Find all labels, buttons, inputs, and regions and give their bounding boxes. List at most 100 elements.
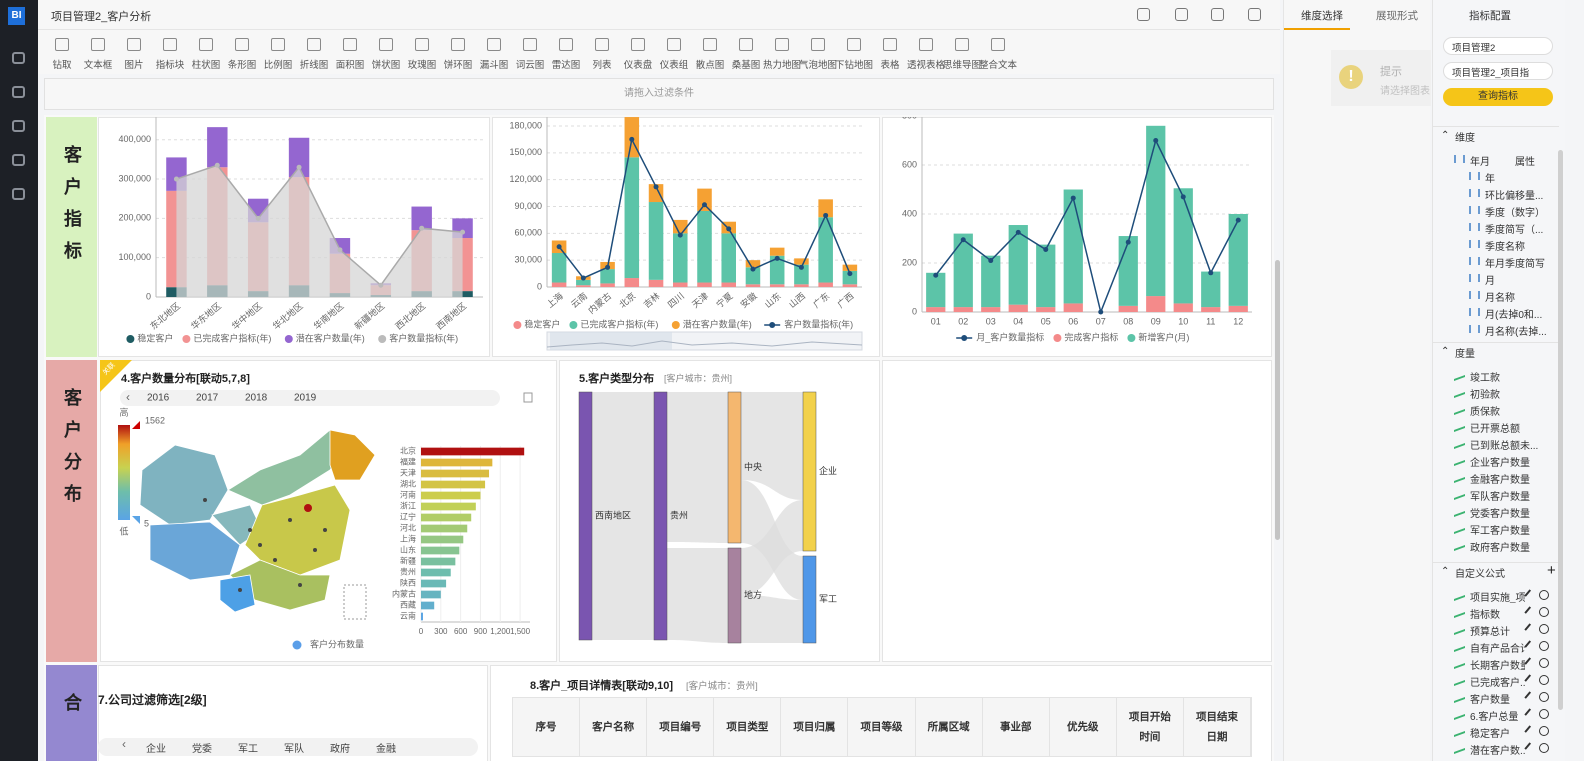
filter-tab[interactable]: 金融 [376,744,396,755]
toolbar-item[interactable]: 词云图 [512,36,548,72]
nav-icon[interactable] [12,86,25,98]
field-item[interactable]: 项目实施_项... [1470,593,1525,603]
field-item[interactable]: 已完成客户... [1470,678,1525,688]
delete-icon[interactable] [1539,675,1549,685]
field-item[interactable]: 年月 [1470,157,1490,167]
toolbar-item[interactable]: 透视表格 [907,36,945,72]
toolbar-item[interactable]: 思维导图 [943,36,981,72]
delete-icon[interactable] [1539,743,1549,753]
field-item[interactable]: 自有产品合计 [1470,644,1525,654]
toolbar-item[interactable]: 气泡地图 [799,36,837,72]
filter-tab[interactable]: 企业 [146,744,166,755]
filter-tab[interactable]: 政府 [330,744,350,755]
toolbar-item[interactable]: 面积图 [332,36,368,72]
field-item[interactable]: 竣工款 [1470,373,1500,383]
edit-icon[interactable] [1524,725,1536,737]
toolbar-item[interactable]: 整合文本 [979,36,1017,72]
edit-icon[interactable] [1524,606,1536,618]
field-item[interactable]: 预算总计 [1470,627,1510,637]
delete-icon[interactable] [1539,607,1549,617]
delete-icon[interactable] [1539,641,1549,651]
toolbar-item[interactable]: 文本框 [80,36,116,72]
toolbar-item[interactable]: 列表 [584,36,620,72]
field-item[interactable]: 军工客户数量 [1470,526,1530,536]
field-item[interactable]: 月名称(去掉... [1485,327,1547,337]
delete-icon[interactable] [1539,624,1549,634]
edit-icon[interactable] [1524,742,1536,754]
toolbar-item[interactable]: 饼状图 [368,36,404,72]
section-header[interactable]: ⌃ [1433,126,1559,146]
input[interactable]: 项目管理2 [1443,37,1553,55]
toolbar-item[interactable]: 桑基图 [728,36,764,72]
delete-icon[interactable] [1539,590,1549,600]
filter-tab[interactable]: 党委 [192,744,212,755]
input[interactable]: 项目管理2_项目指 [1443,62,1553,80]
toolbar-item[interactable]: 折线图 [296,36,332,72]
toolbar-item[interactable]: 图片 [116,36,152,72]
field-item[interactable]: 环比偏移量... [1485,191,1544,201]
field-item[interactable]: 政府客户数量 [1470,543,1530,553]
field-item[interactable]: 金融客户数量 [1470,475,1530,485]
toolbar-item[interactable]: 条形图 [224,36,260,72]
field-item[interactable]: 已到账总额未... [1470,441,1539,451]
field-item[interactable]: 军队客户数量 [1470,492,1530,502]
toolbar-item[interactable]: 散点图 [692,36,728,72]
filter-tab[interactable]: 军队 [284,744,304,755]
year-tab[interactable]: 2017 [196,393,219,404]
delete-icon[interactable] [1539,692,1549,702]
edit-icon[interactable] [1524,657,1536,669]
toolbar-item[interactable]: 指标块 [152,36,188,72]
year-tab[interactable]: 2018 [245,393,268,404]
filter-tab[interactable]: 军工 [238,744,258,755]
edit-icon[interactable] [1524,674,1536,686]
toolbar-item[interactable]: 仪表组 [656,36,692,72]
edit-icon[interactable] [1524,691,1536,703]
toolbar-item[interactable]: 钻取 [44,36,80,72]
top-icon[interactable] [1248,8,1261,21]
toolbar-item[interactable]: 雷达图 [548,36,584,72]
side-tab[interactable]: 维度选择 [1301,10,1343,22]
toolbar-item[interactable]: 下钻地图 [835,36,873,72]
field-item[interactable]: 初验款 [1470,390,1500,400]
toolbar-item[interactable]: 饼环图 [440,36,476,72]
field-item[interactable]: 季度简写（... [1485,225,1544,235]
field-item[interactable]: 月 [1485,276,1495,286]
field-item[interactable]: 年月季度简写 [1485,259,1545,269]
section-header[interactable]: ⌃ [1433,562,1559,582]
field-item[interactable]: 已开票总额 [1470,424,1520,434]
field-item[interactable]: 稳定客户 [1470,729,1510,739]
toolbar-item[interactable]: 热力地图 [763,36,801,72]
top-icon[interactable] [1175,8,1188,21]
field-item[interactable]: 潜在客户数... [1470,746,1525,756]
query-button[interactable]: 查询指标 [1443,88,1553,106]
prev-arrow[interactable]: ‹ [122,737,126,751]
top-icon[interactable] [1211,8,1224,21]
edit-icon[interactable] [1524,623,1536,635]
nav-icon[interactable] [12,188,25,200]
delete-icon[interactable] [1539,658,1549,668]
edit-icon[interactable] [1524,708,1536,720]
toolbar-item[interactable]: 漏斗图 [476,36,512,72]
delete-icon[interactable] [1539,726,1549,736]
field-item[interactable]: 企业客户数量 [1470,458,1530,468]
nav-icon[interactable] [12,120,25,132]
attr-label[interactable]: 属性 [1515,157,1535,168]
field-item[interactable]: 月名称 [1485,293,1515,303]
field-item[interactable]: 季度名称 [1485,242,1525,252]
side-tab[interactable]: 展现形式 [1376,10,1418,22]
field-item[interactable]: 年 [1485,174,1495,184]
delete-icon[interactable] [1539,709,1549,719]
field-item[interactable]: 长期客户数量 [1470,661,1525,671]
edit-icon[interactable] [1524,640,1536,652]
nav-icon[interactable] [12,154,25,166]
year-tab[interactable]: 2019 [294,393,317,404]
prev-arrow[interactable]: ‹ [126,390,130,404]
delete-icon[interactable] [523,392,533,403]
section-header[interactable]: ⌃ [1433,342,1559,362]
toolbar-item[interactable]: 仪表盘 [620,36,656,72]
field-item[interactable]: 客户数量 [1470,695,1510,705]
field-item[interactable]: 党委客户数量 [1470,509,1530,519]
edit-icon[interactable] [1524,589,1536,601]
toolbar-item[interactable]: 比例图 [260,36,296,72]
toolbar-item[interactable]: 柱状图 [188,36,224,72]
